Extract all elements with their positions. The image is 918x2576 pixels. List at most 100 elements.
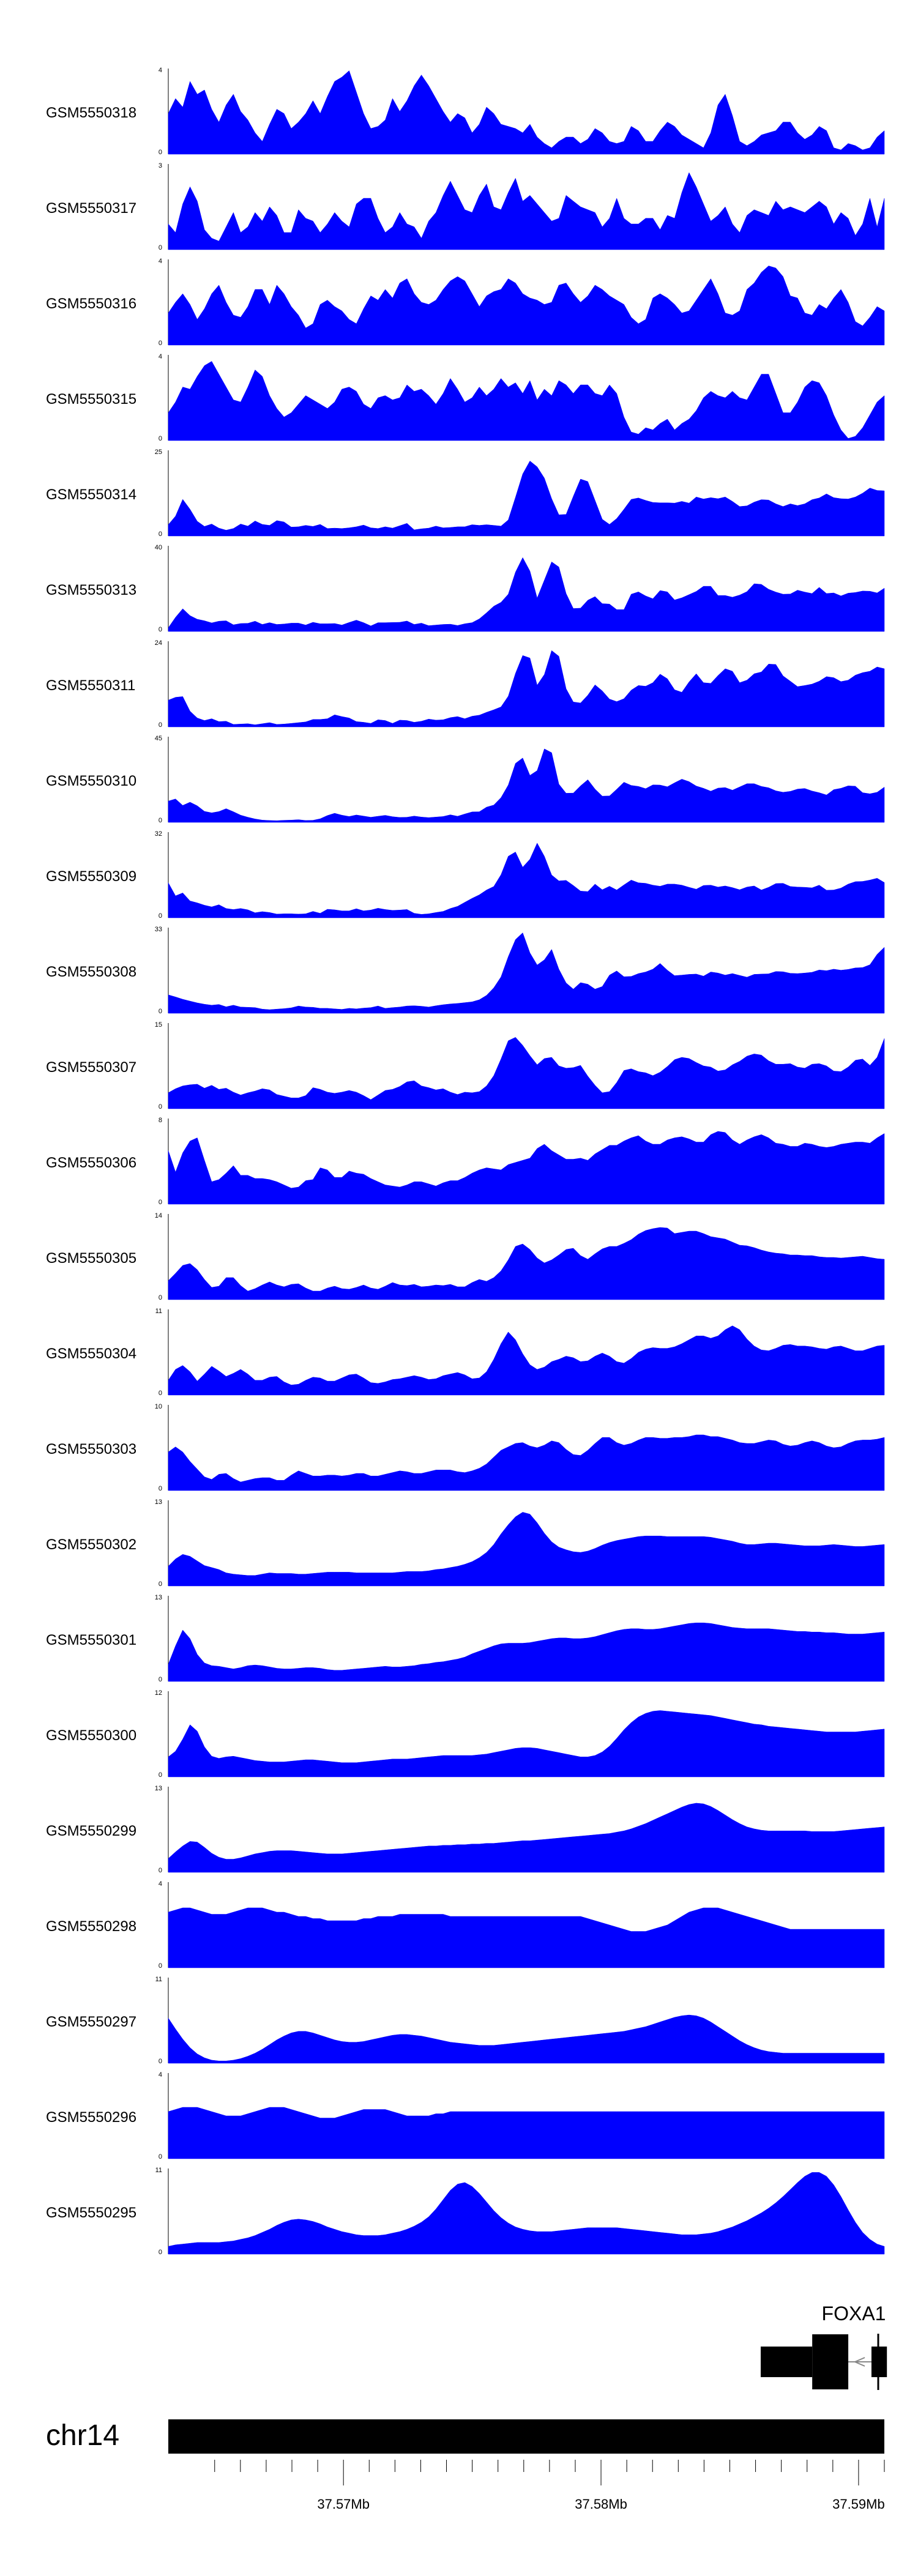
axis-tick-label: 37.59Mb: [832, 2496, 885, 2512]
track-coverage-area: [168, 748, 885, 823]
track-ymax-label: 15: [155, 1021, 162, 1029]
coverage-tracks: GSM555031840GSM555031730GSM555031640GSM5…: [46, 67, 885, 2256]
track-label: GSM5550300: [46, 1727, 136, 1744]
track-ymin-label: 0: [159, 2249, 162, 2256]
track: GSM5550302 13 0: [46, 1498, 885, 1588]
track-label: GSM5550313: [46, 582, 136, 598]
track-coverage-area: [168, 1907, 885, 1968]
track-coverage-area: [168, 1131, 885, 1205]
track-ymax-label: 4: [159, 2071, 162, 2079]
strand-arrow-icon: [853, 2357, 865, 2367]
track-label: GSM5550299: [46, 1823, 136, 1839]
track-ymax-label: 4: [159, 1880, 162, 1888]
track: GSM5550306 8 0: [46, 1117, 885, 1206]
track-label: GSM5550306: [46, 1155, 136, 1171]
gene-track: FOXA1: [760, 2302, 887, 2390]
track: GSM5550303 10 0: [46, 1403, 885, 1492]
track-ymin-label: 0: [159, 244, 162, 251]
track: GSM5550298 4 0: [46, 1880, 885, 1970]
track-ymax-label: 14: [155, 1212, 162, 1219]
track-ymin-label: 0: [159, 721, 162, 729]
track-coverage-area: [168, 1622, 885, 1682]
track-label: GSM5550316: [46, 296, 136, 312]
track-coverage-area: [168, 1434, 885, 1491]
track: GSM5550310 45 0: [46, 735, 885, 824]
track-label: GSM5550302: [46, 1536, 136, 1553]
track-coverage-area: [168, 843, 885, 918]
track: GSM5550297 11 0: [46, 1976, 885, 2065]
track-label: GSM5550317: [46, 200, 136, 217]
track-ymin-label: 0: [159, 530, 162, 538]
track-ymin-label: 0: [159, 1580, 162, 1588]
track: GSM5550317 3 0: [46, 162, 885, 251]
track-label: GSM5550298: [46, 1918, 136, 1935]
track-ymax-label: 4: [159, 258, 162, 265]
track-ymin-label: 0: [159, 1485, 162, 1492]
track-label: GSM5550314: [46, 486, 136, 503]
track-ymax-label: 13: [155, 1498, 162, 1506]
track-ymin-label: 0: [159, 1294, 162, 1301]
track-coverage-area: [168, 1803, 885, 1873]
chromosome-label: chr14: [46, 2419, 119, 2452]
track-ymax-label: 11: [155, 1308, 162, 1315]
track-ymin-label: 0: [159, 817, 162, 824]
track-label: GSM5550309: [46, 868, 136, 885]
track-label: GSM5550297: [46, 2014, 136, 2030]
track: GSM5550304 11 0: [46, 1308, 885, 1397]
track-label: GSM5550296: [46, 2109, 136, 2126]
track-ymax-label: 3: [159, 162, 162, 169]
track-coverage-area: [168, 932, 885, 1014]
track: GSM5550314 25 0: [46, 449, 885, 538]
track-ymin-label: 0: [159, 1771, 162, 1779]
track-ymax-label: 11: [155, 1976, 162, 1983]
track-ymax-label: 45: [155, 735, 162, 742]
track-ymax-label: 4: [159, 353, 162, 360]
track-coverage-area: [168, 361, 885, 441]
track-ymin-label: 0: [159, 1390, 162, 1397]
track-coverage-area: [168, 2107, 885, 2159]
track-ymin-label: 0: [159, 1008, 162, 1015]
gene-exon: [812, 2334, 849, 2389]
gene-exon: [871, 2347, 887, 2377]
track-label: GSM5550304: [46, 1346, 136, 1362]
track-coverage-area: [168, 266, 885, 346]
track-label: GSM5550307: [46, 1059, 136, 1076]
track-coverage-area: [168, 1325, 885, 1396]
track: GSM5550301 13 0: [46, 1594, 885, 1683]
track-ymin-label: 0: [159, 1199, 162, 1206]
gene-name-label: FOXA1: [822, 2302, 886, 2325]
track-ymin-label: 0: [159, 1867, 162, 1874]
track-ymin-label: 0: [159, 435, 162, 442]
chromosome-ideogram: chr14: [46, 2419, 884, 2454]
track: GSM5550300 12 0: [46, 1689, 885, 1779]
track-ymax-label: 12: [155, 1689, 162, 1697]
track-ymax-label: 13: [155, 1785, 162, 1792]
track: GSM5550308 33 0: [46, 926, 885, 1015]
track: GSM5550316 4 0: [46, 258, 885, 347]
track-label: GSM5550311: [46, 677, 135, 694]
track-ymax-label: 40: [155, 544, 162, 551]
track: GSM5550295 11 0: [46, 2167, 885, 2256]
track: GSM5550311 24 0: [46, 639, 885, 729]
track: GSM5550305 14 0: [46, 1212, 885, 1301]
track-ymin-label: 0: [159, 149, 162, 156]
track-ymin-label: 0: [159, 340, 162, 347]
track-label: GSM5550295: [46, 2205, 136, 2221]
track-ymax-label: 10: [155, 1403, 162, 1410]
track-ymin-label: 0: [159, 2153, 162, 2161]
track-label: GSM5550308: [46, 964, 136, 980]
track-label: GSM5550305: [46, 1250, 136, 1267]
track-ymin-label: 0: [159, 2058, 162, 2065]
track: GSM5550313 40 0: [46, 544, 885, 633]
track-ymax-label: 13: [155, 1594, 162, 1601]
track: GSM5550318 4 0: [46, 67, 885, 156]
track-label: GSM5550301: [46, 1632, 136, 1648]
track-coverage-area: [168, 172, 885, 250]
track: GSM5550299 13 0: [46, 1785, 885, 1874]
track-coverage-area: [168, 2172, 885, 2255]
track-ymax-label: 11: [155, 2167, 162, 2174]
track: GSM5550309 32 0: [46, 830, 885, 920]
axis-tick-label: 37.58Mb: [575, 2496, 627, 2512]
track-ymin-label: 0: [159, 626, 162, 633]
